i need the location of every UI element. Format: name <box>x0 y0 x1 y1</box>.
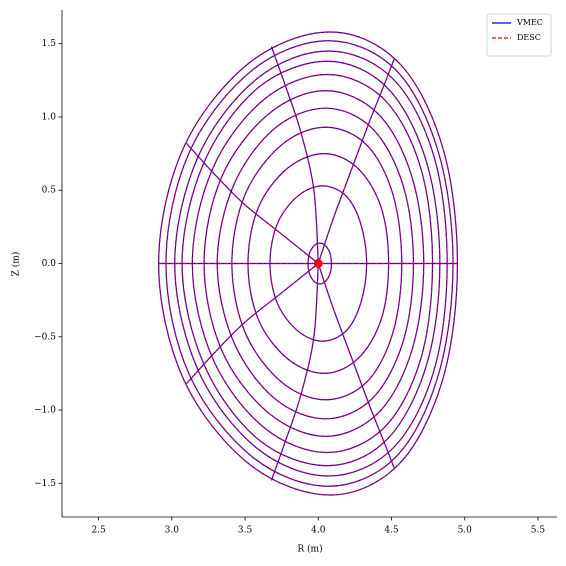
y-tick-label: −1.0 <box>34 406 56 416</box>
magnetic-axis <box>313 259 323 268</box>
x-tick-label: 4.0 <box>311 526 326 536</box>
y-tick-label: −0.5 <box>34 332 56 342</box>
x-axis-label: R (m) <box>297 544 322 555</box>
legend: VMEC DESC <box>486 13 552 57</box>
flux-surface <box>203 89 425 438</box>
theta-line <box>317 263 396 469</box>
flux-surface <box>181 60 441 467</box>
y-tick-label: 0.0 <box>42 259 57 269</box>
y-axis-label: Z (m) <box>11 252 22 277</box>
x-tick-label: 5.5 <box>531 526 546 536</box>
legend-label: DESC <box>517 33 541 42</box>
flux-surface <box>231 126 403 401</box>
x-tick-label: 5.0 <box>458 526 473 536</box>
y-tick-label: 1.0 <box>42 112 57 122</box>
x-tick-label: 4.5 <box>384 526 399 536</box>
x-tick-label: 3.0 <box>165 526 180 536</box>
legend-label: VMEC <box>516 18 543 27</box>
legend-box <box>486 13 552 57</box>
theta-line <box>317 58 396 264</box>
theta-line <box>317 58 396 264</box>
y-tick-label: 1.5 <box>42 39 57 49</box>
theta-line <box>186 142 319 264</box>
x-tick-label: 3.5 <box>238 526 253 536</box>
theta-line <box>270 46 319 264</box>
theta-line <box>186 142 319 264</box>
theta-line <box>186 263 319 385</box>
y-tick-label: −1.5 <box>34 479 56 489</box>
theta-line <box>317 263 396 469</box>
x-tick-label: 2.5 <box>91 526 106 536</box>
y-tick-label: 0.5 <box>42 186 57 196</box>
theta-line <box>186 263 319 385</box>
flux-surface <box>247 153 390 374</box>
theta-line <box>270 263 319 481</box>
